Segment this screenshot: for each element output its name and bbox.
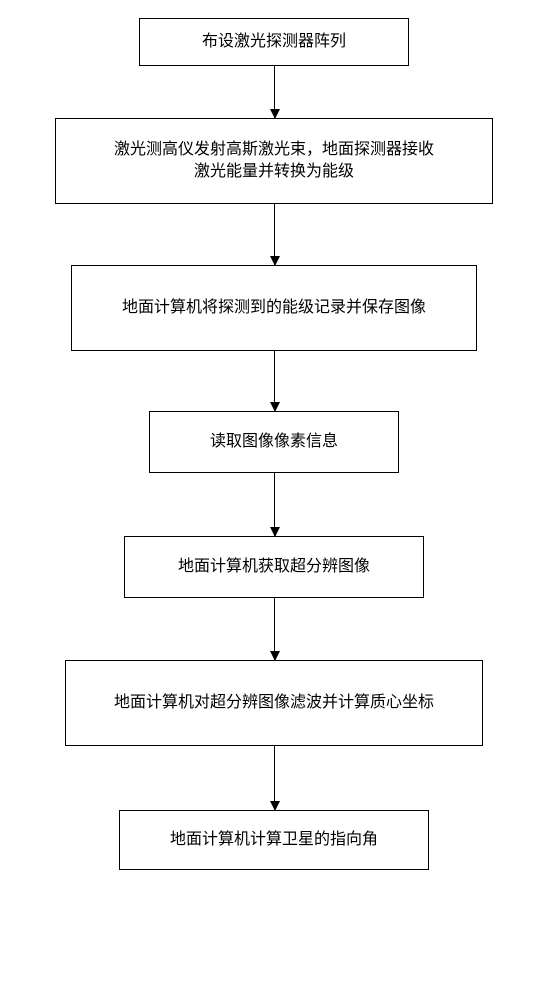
flow-node-n6: 地面计算机对超分辨图像滤波并计算质心坐标 — [65, 660, 483, 746]
flow-node-text: 读取图像像素信息 — [210, 431, 338, 453]
flow-edge-n4-n5 — [274, 473, 275, 536]
flow-node-text: 地面计算机对超分辨图像滤波并计算质心坐标 — [114, 692, 434, 714]
flow-node-text: 地面计算机计算卫星的指向角 — [170, 829, 378, 851]
flow-edge-n2-n3 — [274, 204, 275, 265]
flow-node-text: 地面计算机获取超分辨图像 — [178, 556, 370, 578]
flow-node-text: 布设激光探测器阵列 — [202, 31, 346, 53]
flow-node-text: 激光测高仪发射高斯激光束，地面探测器接收 激光能量并转换为能级 — [114, 139, 434, 184]
flow-node-text: 地面计算机将探测到的能级记录并保存图像 — [122, 297, 426, 319]
flow-edge-n1-n2 — [274, 66, 275, 118]
flow-node-n3: 地面计算机将探测到的能级记录并保存图像 — [71, 265, 477, 351]
flow-edge-n5-n6 — [274, 598, 275, 660]
flow-edge-n3-n4 — [274, 351, 275, 411]
flow-node-n2: 激光测高仪发射高斯激光束，地面探测器接收 激光能量并转换为能级 — [55, 118, 493, 204]
flow-node-n1: 布设激光探测器阵列 — [139, 18, 409, 66]
flow-node-n7: 地面计算机计算卫星的指向角 — [119, 810, 429, 870]
flow-edge-n6-n7 — [274, 746, 275, 810]
flow-node-n5: 地面计算机获取超分辨图像 — [124, 536, 424, 598]
flow-node-n4: 读取图像像素信息 — [149, 411, 399, 473]
